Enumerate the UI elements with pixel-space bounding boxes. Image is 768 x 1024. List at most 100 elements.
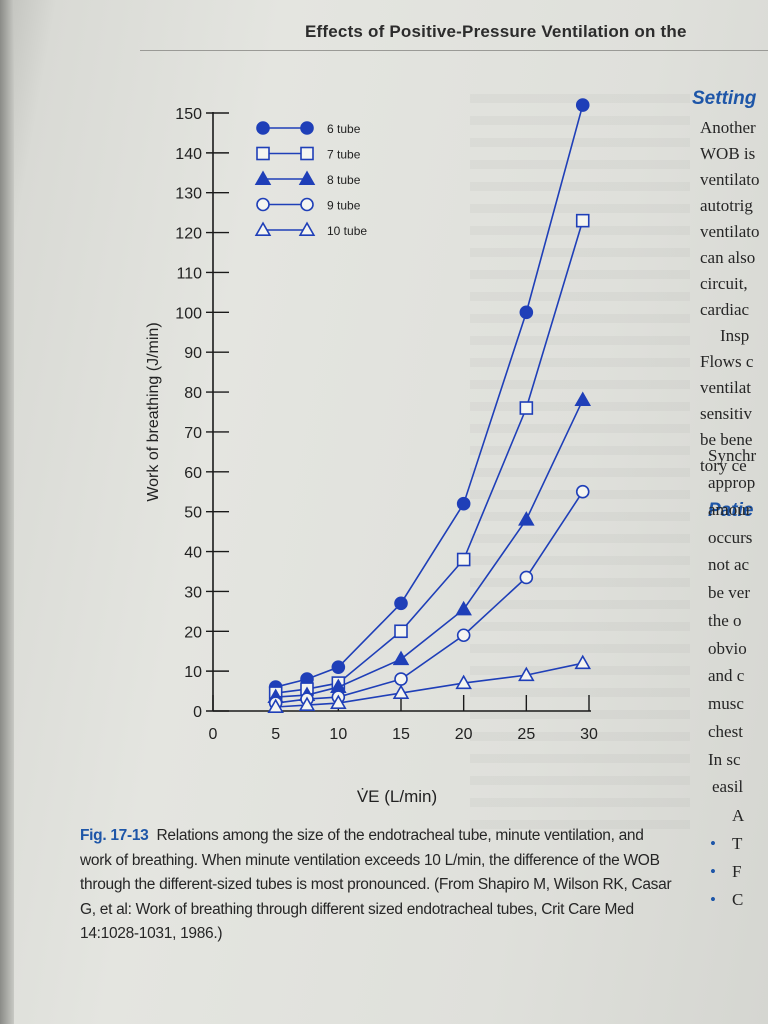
figure-caption: Fig. 17-13 Relations among the size of t… <box>80 824 675 947</box>
data-point-10-tube <box>298 696 316 711</box>
legend-marker <box>300 146 314 161</box>
body-text-line: ventilato <box>700 170 760 189</box>
x-tick-label: 5 <box>271 726 280 743</box>
section-heading-patient: Patie <box>708 500 754 521</box>
y-tick-label: 0 <box>193 704 202 721</box>
body-text-line: Synchr <box>708 446 757 465</box>
body-text-line: ventilat <box>700 378 751 397</box>
y-tick-label: 100 <box>175 305 202 322</box>
body-text-line: ventilato <box>700 222 760 241</box>
data-point-9-tube <box>519 570 534 585</box>
legend-marker <box>256 197 270 212</box>
body-text-line: can also <box>700 248 756 267</box>
body-text-line: autotrig <box>700 196 753 215</box>
series-line-8-tube <box>275 399 584 698</box>
bullet-icon: • <box>710 862 716 881</box>
data-point-6-tube <box>575 98 590 112</box>
y-tick-label: 50 <box>184 505 202 522</box>
body-text-line: Flows c <box>700 352 754 371</box>
y-tick-label: 30 <box>184 584 202 601</box>
data-point-6-tube <box>519 305 534 320</box>
data-point-7-tube <box>394 624 408 639</box>
y-tick-label: 150 <box>175 106 202 123</box>
data-point-8-tube <box>455 600 472 616</box>
x-tick-label: 30 <box>580 726 598 743</box>
body-text-line: A <box>732 806 745 825</box>
data-point-10-tube <box>267 698 284 713</box>
body-text-line: and c <box>708 666 745 685</box>
legend-marker <box>254 221 272 236</box>
body-text-line: musc <box>708 694 744 713</box>
body-text-line: F <box>732 862 742 881</box>
body-text-line: sensitiv <box>700 404 752 423</box>
legend-label: 9 tube <box>327 199 361 213</box>
y-tick-label: 80 <box>184 385 202 402</box>
legend-label: 10 tube <box>327 224 367 238</box>
body-text-line: be ver <box>708 583 751 602</box>
data-point-7-tube <box>456 552 471 567</box>
body-text-line: approp <box>708 473 756 492</box>
body-text-line: cardiac <box>700 300 750 319</box>
x-axis-label: V̇E (L/min) <box>357 787 437 806</box>
legend-marker <box>298 221 316 236</box>
data-point-10-tube <box>574 654 592 670</box>
data-point-8-tube <box>518 511 535 526</box>
series-line-7-tube <box>275 220 584 694</box>
legend-marker <box>256 121 270 135</box>
body-text-line: not ac <box>708 555 750 574</box>
figure-label: Fig. 17-13 <box>80 827 149 844</box>
bullet-icon: • <box>710 834 716 853</box>
y-tick-label: 120 <box>175 226 202 243</box>
data-point-6-tube <box>394 596 408 611</box>
y-tick-label: 20 <box>184 624 202 641</box>
data-point-9-tube <box>575 484 590 499</box>
header-rule <box>140 50 768 51</box>
y-tick-label: 140 <box>175 146 202 163</box>
data-point-6-tube <box>331 660 346 674</box>
legend-marker <box>298 170 316 185</box>
legend-marker <box>300 197 314 212</box>
body-text-line: easil <box>712 777 744 796</box>
body-text-line: WOB is <box>700 144 756 163</box>
body-text-line: tory ce <box>700 456 747 475</box>
x-tick-label: 15 <box>392 726 410 743</box>
legend-label: 8 tube <box>327 173 361 187</box>
body-text-line: obvio <box>708 639 747 658</box>
right-text-column: Setting Another WOB is ventilato autotrig ven… <box>690 88 768 1024</box>
body-text-line: be bene <box>700 430 753 449</box>
y-tick-label: 110 <box>176 265 202 282</box>
series-line-10-tube <box>275 662 583 708</box>
y-tick-label: 10 <box>184 664 202 681</box>
figure-caption-text: Relations among the size of the endotrac… <box>80 827 672 942</box>
x-tick-label: 0 <box>209 726 218 743</box>
y-tick-label: 60 <box>184 465 202 482</box>
data-point-10-tube <box>330 694 347 710</box>
bullet-icon: • <box>710 890 716 909</box>
legend-marker <box>254 170 272 185</box>
y-axis-label: Work of breathing (J/min) <box>145 322 162 501</box>
data-point-9-tube <box>456 628 471 643</box>
body-text-line: T <box>732 834 743 853</box>
body-text-line: Insp <box>720 326 750 345</box>
page-binding-shadow <box>0 0 14 1024</box>
y-tick-label: 40 <box>184 545 202 562</box>
x-tick-label: 10 <box>329 726 347 743</box>
data-point-10-tube <box>455 674 472 690</box>
data-point-10-tube <box>392 684 410 700</box>
y-tick-label: 90 <box>184 345 202 362</box>
data-point-8-tube <box>392 650 410 666</box>
body-text-line: amour <box>708 500 752 519</box>
x-tick-label: 20 <box>455 726 473 743</box>
series-line-9-tube <box>275 491 584 704</box>
legend-marker <box>300 121 314 135</box>
section-heading-setting: Setting <box>692 88 757 109</box>
data-point-10-tube <box>518 666 535 682</box>
y-tick-label: 130 <box>175 186 202 203</box>
data-point-9-tube <box>394 672 408 686</box>
legend-label: 7 tube <box>327 148 361 162</box>
data-point-7-tube <box>575 213 590 228</box>
legend-label: 6 tube <box>327 122 361 136</box>
body-text-line: Another <box>700 118 756 137</box>
